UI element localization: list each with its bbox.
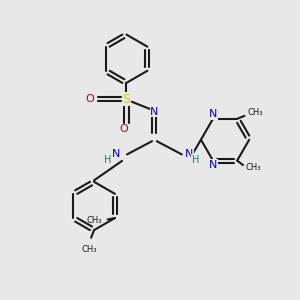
Text: S: S xyxy=(122,93,130,106)
Text: N: N xyxy=(185,149,193,159)
Text: CH₃: CH₃ xyxy=(248,108,263,117)
Text: CH₃: CH₃ xyxy=(82,245,98,254)
Text: N: N xyxy=(209,110,217,119)
Text: CH₃: CH₃ xyxy=(246,164,262,172)
Text: N: N xyxy=(209,160,217,170)
Text: H: H xyxy=(192,155,199,165)
Text: N: N xyxy=(150,107,159,117)
Text: N: N xyxy=(112,149,120,159)
Text: H: H xyxy=(103,155,111,165)
Text: O: O xyxy=(85,94,94,104)
Text: CH₃: CH₃ xyxy=(86,217,102,226)
Text: O: O xyxy=(119,124,128,134)
